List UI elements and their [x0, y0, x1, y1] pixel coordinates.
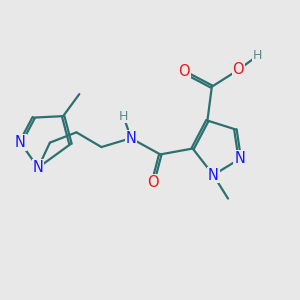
- Text: H: H: [253, 49, 262, 62]
- Text: N: N: [125, 131, 136, 146]
- Text: O: O: [147, 175, 159, 190]
- Text: O: O: [178, 64, 190, 80]
- Text: N: N: [234, 151, 245, 166]
- Text: H: H: [119, 110, 128, 123]
- Text: N: N: [33, 160, 44, 175]
- Text: N: N: [208, 167, 219, 182]
- Text: N: N: [15, 135, 26, 150]
- Text: O: O: [232, 62, 244, 77]
